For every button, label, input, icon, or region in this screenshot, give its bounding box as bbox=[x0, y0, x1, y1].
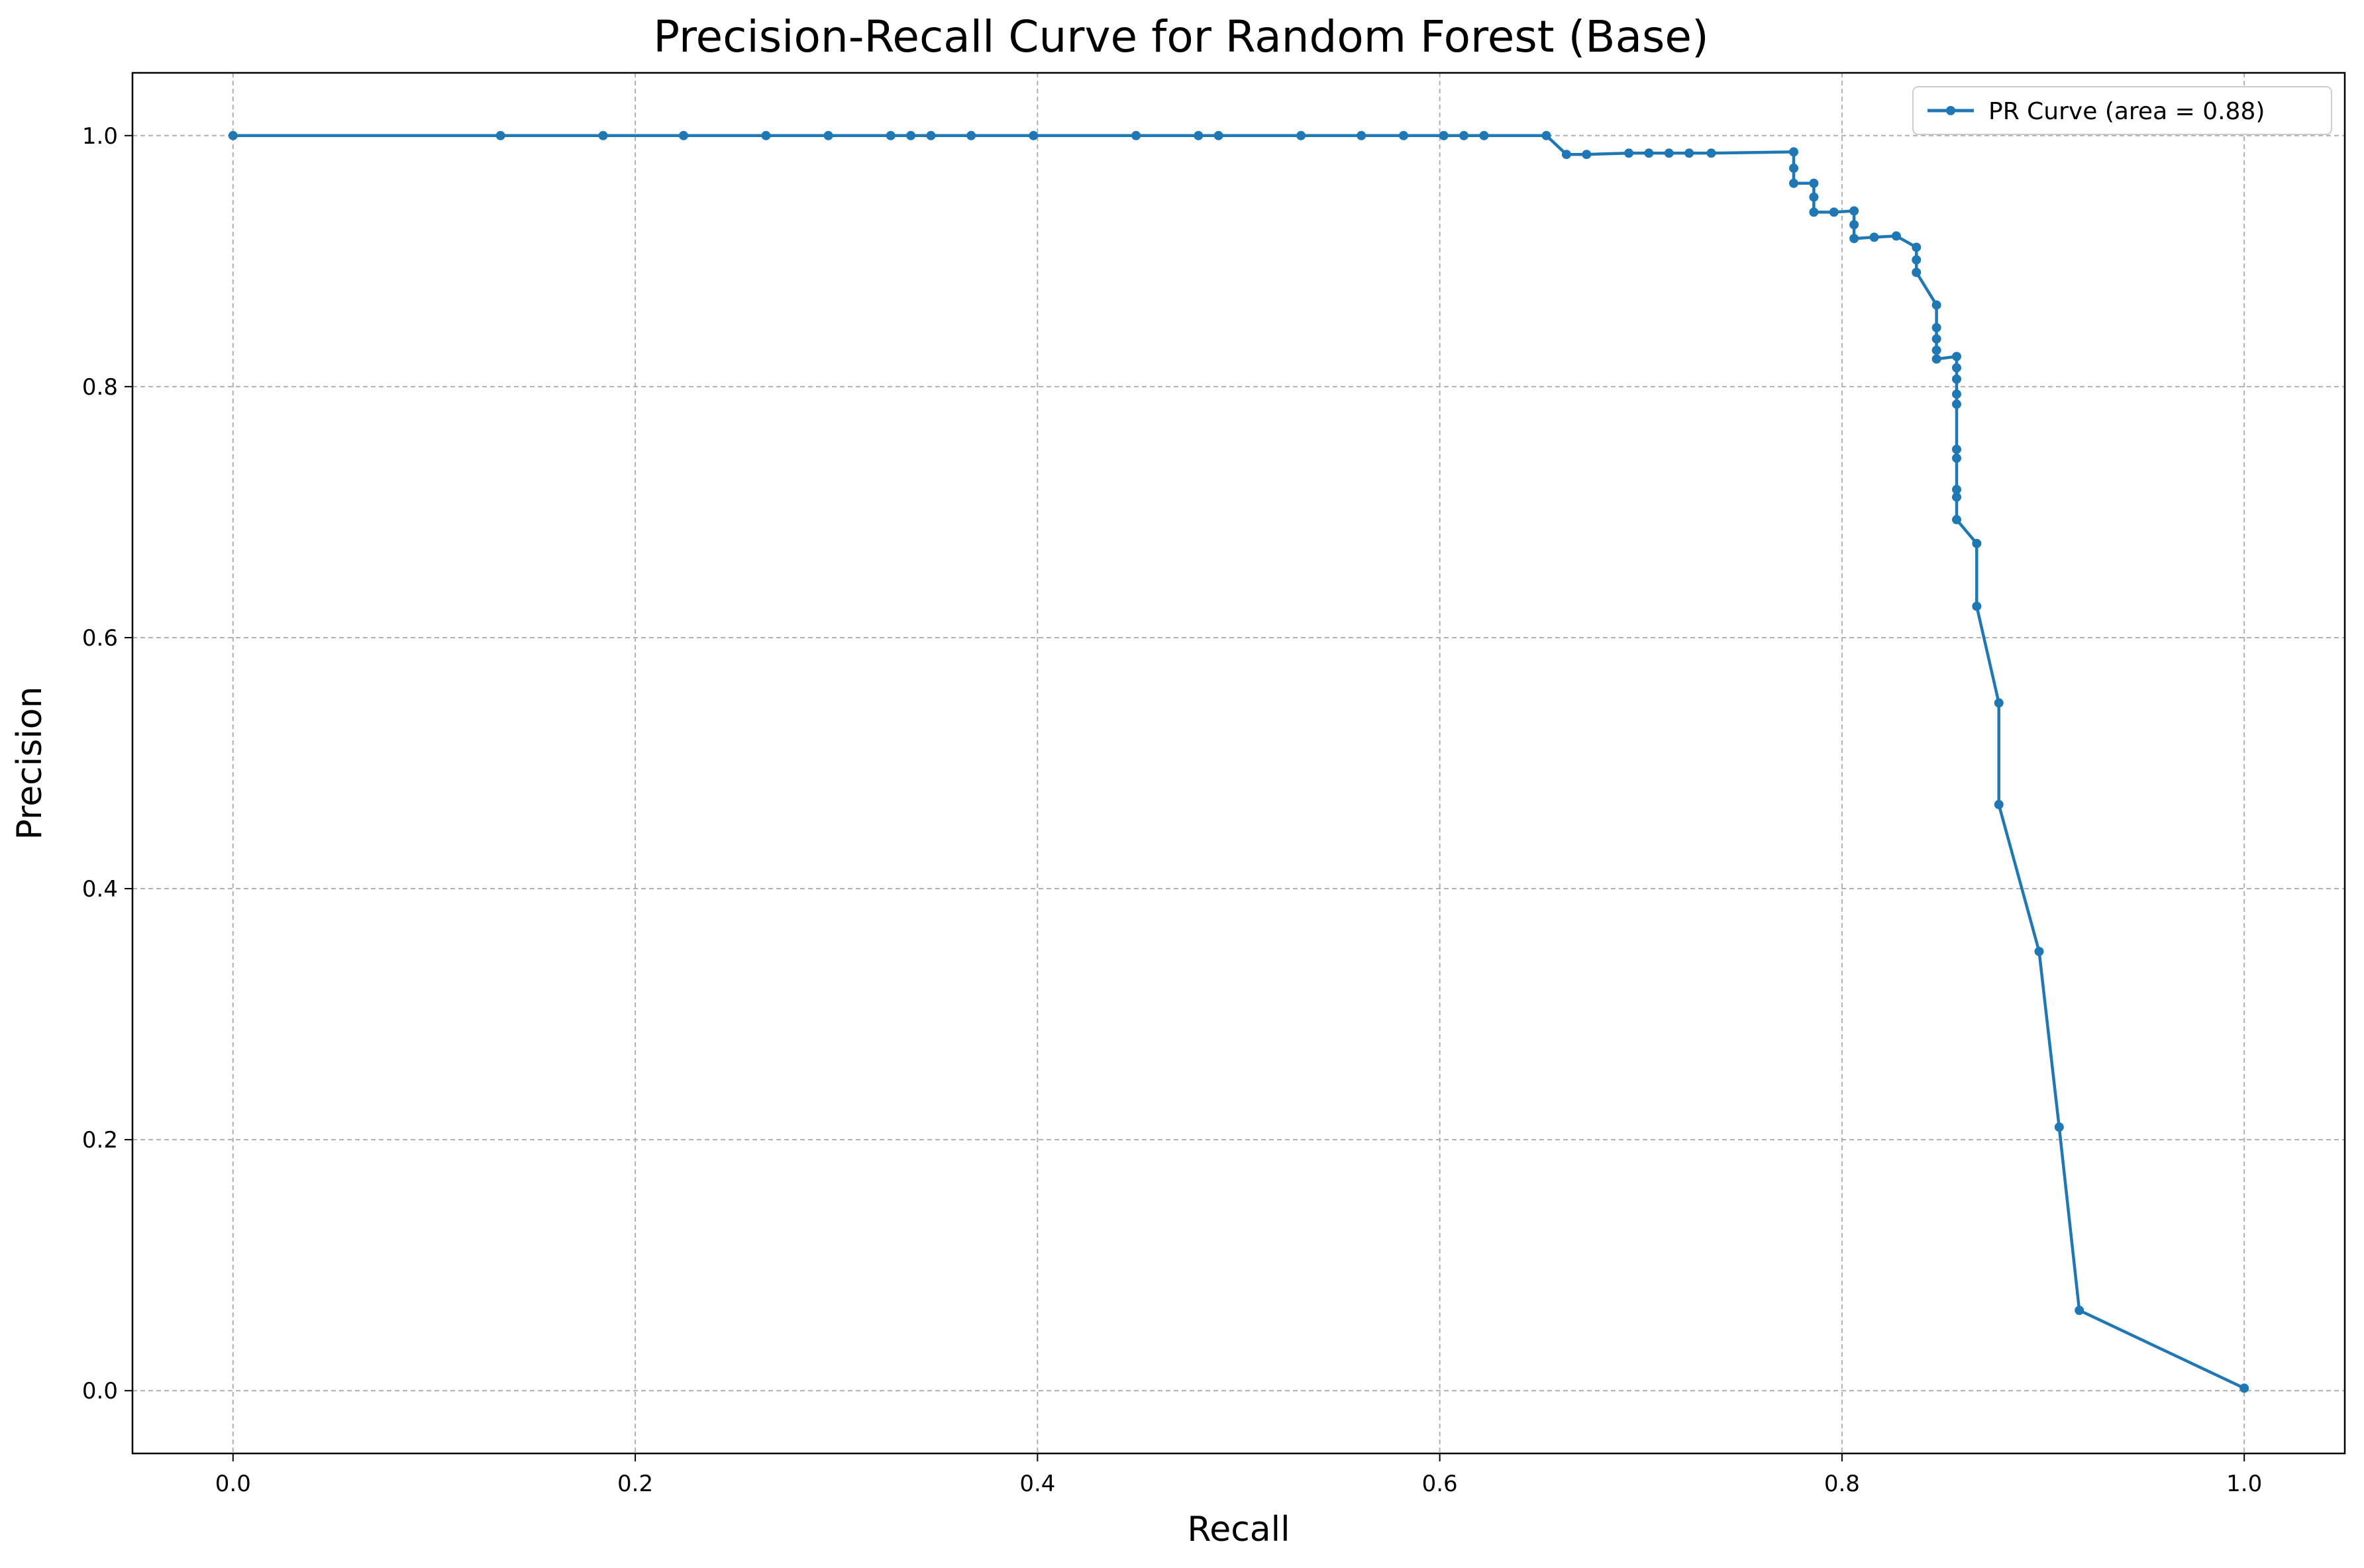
data-point bbox=[926, 130, 936, 140]
data-point bbox=[1912, 255, 1922, 265]
data-point bbox=[1479, 130, 1489, 140]
data-point bbox=[1194, 130, 1204, 140]
y-tick-label: 0.6 bbox=[82, 625, 118, 652]
data-point bbox=[1972, 538, 1982, 548]
data-point bbox=[1951, 453, 1961, 463]
data-point bbox=[1644, 148, 1654, 158]
data-point bbox=[1869, 232, 1879, 242]
x-tick-label: 0.6 bbox=[1422, 1471, 1458, 1497]
data-point bbox=[1789, 147, 1799, 157]
data-point bbox=[906, 130, 916, 140]
data-point bbox=[1912, 242, 1922, 252]
data-point bbox=[228, 130, 238, 140]
y-tick-label: 0.2 bbox=[82, 1127, 118, 1153]
legend-entry-label: PR Curve (area = 0.88) bbox=[1988, 98, 2265, 125]
data-point bbox=[1951, 492, 1961, 502]
data-point bbox=[1789, 164, 1799, 173]
legend: PR Curve (area = 0.88) bbox=[1912, 86, 2332, 135]
data-point bbox=[1849, 220, 1859, 230]
y-axis-label: Precision bbox=[10, 686, 50, 840]
series-layer bbox=[228, 130, 2249, 1393]
data-point bbox=[1849, 206, 1859, 216]
grid bbox=[132, 73, 2345, 1453]
x-tick-label: 0.4 bbox=[1019, 1471, 1055, 1497]
data-point bbox=[1357, 130, 1366, 140]
data-point bbox=[2075, 1305, 2084, 1315]
y-tick-label: 1.0 bbox=[82, 123, 118, 150]
data-point bbox=[1029, 130, 1039, 140]
x-tick-label: 0.2 bbox=[617, 1471, 653, 1497]
data-point bbox=[1541, 130, 1551, 140]
data-point bbox=[2054, 1122, 2064, 1132]
data-point bbox=[1809, 207, 1819, 217]
legend-box bbox=[1912, 86, 2332, 135]
data-point bbox=[1684, 148, 1694, 158]
data-point bbox=[1951, 399, 1961, 409]
data-point bbox=[1213, 130, 1223, 140]
data-point bbox=[1951, 485, 1961, 495]
data-point bbox=[1972, 601, 1982, 611]
legend-marker-sample bbox=[1946, 106, 1955, 115]
data-point bbox=[1582, 150, 1592, 160]
data-point bbox=[1809, 178, 1819, 188]
data-point bbox=[1931, 334, 1941, 344]
x-axis-label: Recall bbox=[1187, 1510, 1290, 1549]
data-point bbox=[761, 130, 771, 140]
data-point bbox=[2239, 1383, 2249, 1393]
data-point bbox=[1951, 389, 1961, 399]
data-point bbox=[966, 130, 976, 140]
data-point bbox=[1994, 698, 2004, 708]
x-tick-label: 1.0 bbox=[2226, 1471, 2262, 1497]
data-point bbox=[823, 130, 833, 140]
data-point bbox=[1931, 322, 1941, 332]
data-point bbox=[2034, 946, 2044, 956]
data-point bbox=[1809, 192, 1819, 202]
data-point bbox=[678, 130, 688, 140]
axis-ticks: 0.0 0.2 0.4 0.6 0.8 1.0 0.0 0.2 0.4 0.6 0.8 1.0 bbox=[82, 123, 2262, 1497]
data-point bbox=[598, 130, 608, 140]
data-point bbox=[1931, 354, 1941, 364]
data-point bbox=[1459, 130, 1469, 140]
plot-area-frame bbox=[131, 72, 2346, 1455]
data-point bbox=[1931, 345, 1941, 355]
data-point bbox=[1664, 148, 1674, 158]
data-point bbox=[1951, 363, 1961, 373]
data-point bbox=[1296, 130, 1306, 140]
data-point bbox=[1706, 148, 1716, 158]
data-point bbox=[1994, 800, 2004, 810]
data-point bbox=[1951, 374, 1961, 384]
y-tick-label: 0.0 bbox=[82, 1378, 118, 1404]
data-point bbox=[1789, 178, 1799, 188]
data-point bbox=[1398, 130, 1408, 140]
data-point bbox=[1829, 207, 1839, 217]
data-point bbox=[1891, 231, 1901, 241]
x-tick-label: 0.0 bbox=[215, 1471, 251, 1497]
y-tick-label: 0.8 bbox=[82, 374, 118, 401]
data-point bbox=[886, 130, 896, 140]
data-point bbox=[1131, 130, 1141, 140]
data-point bbox=[1951, 514, 1961, 524]
series-line bbox=[232, 134, 2245, 1390]
data-point bbox=[1624, 148, 1634, 158]
data-point bbox=[1912, 268, 1922, 277]
data-point bbox=[1951, 352, 1961, 362]
y-tick-label: 0.4 bbox=[82, 876, 118, 903]
data-point bbox=[495, 130, 505, 140]
data-point bbox=[1439, 130, 1449, 140]
x-tick-label: 0.8 bbox=[1824, 1471, 1860, 1497]
data-point bbox=[1849, 234, 1859, 244]
data-point bbox=[1931, 300, 1941, 310]
data-point bbox=[1561, 150, 1571, 160]
chart-title: Precision-Recall Curve for Random Forest… bbox=[653, 11, 1709, 62]
data-point bbox=[1951, 444, 1961, 454]
